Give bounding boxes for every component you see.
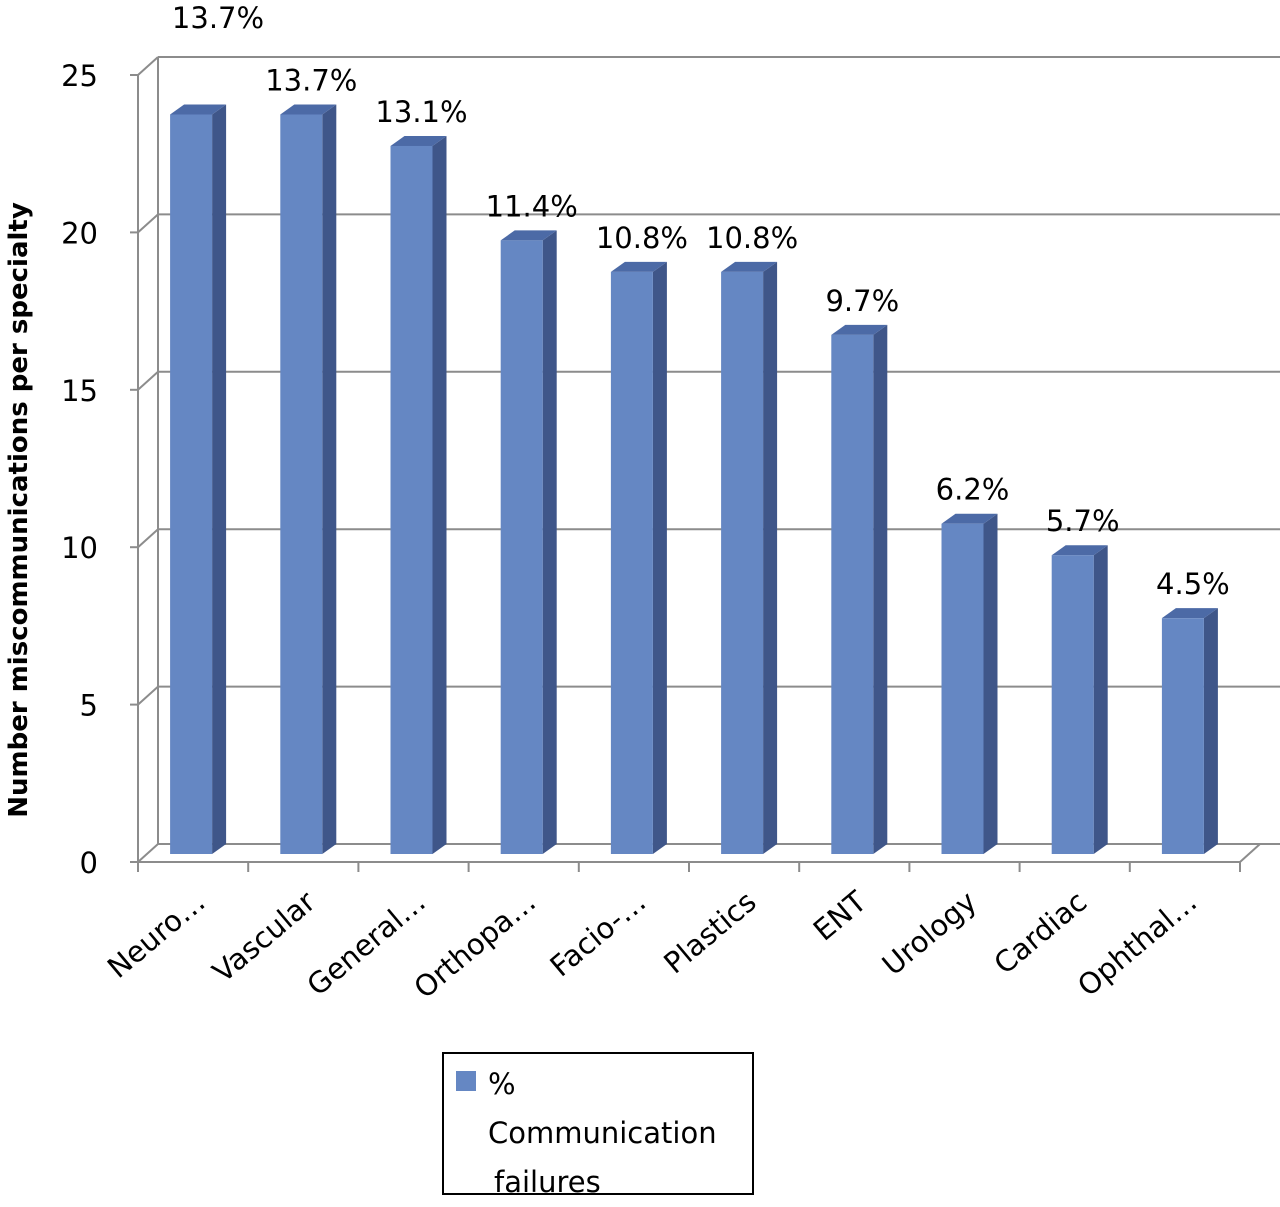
data-label: 10.8% <box>706 221 798 255</box>
bar-side <box>432 135 447 854</box>
data-label: 4.5% <box>1156 567 1230 601</box>
category-label: Facio-… <box>544 884 653 983</box>
y-tick-label: 25 <box>61 59 98 93</box>
bar-side <box>542 230 557 854</box>
y-tick-label: 20 <box>61 216 98 250</box>
data-label: 13.7% <box>172 1 264 35</box>
bar-top <box>280 104 337 115</box>
legend: % Communication failures <box>442 1052 754 1199</box>
bar-front <box>280 114 323 855</box>
bar <box>610 261 667 854</box>
bar-top <box>1051 545 1108 556</box>
grid-connector <box>137 213 159 234</box>
category-label: ENT <box>807 884 873 947</box>
data-label: 11.4% <box>486 189 578 223</box>
bar <box>500 230 557 854</box>
bar-front <box>941 523 984 854</box>
y-axis-label: Number miscommunications per specialty <box>4 202 34 818</box>
bar <box>941 513 998 854</box>
y-tick-label: 5 <box>80 689 98 723</box>
bar-side <box>322 104 337 855</box>
grid-connector <box>137 371 159 391</box>
data-label: 13.1% <box>375 95 467 129</box>
category-label: Plastics <box>657 884 762 980</box>
bar <box>1161 608 1218 854</box>
grid-connector <box>137 56 159 76</box>
data-label: 6.2% <box>936 473 1010 507</box>
bar <box>170 104 227 855</box>
bar-front <box>831 334 874 855</box>
bar <box>280 104 337 855</box>
bar-top <box>610 261 667 272</box>
y-tick-label: 15 <box>61 374 98 408</box>
y-tick-label: 0 <box>80 846 98 880</box>
category-label: Ophthal… <box>1071 884 1203 1003</box>
bar-side <box>1093 545 1108 854</box>
bar-top <box>500 230 557 241</box>
bar-front <box>500 240 543 854</box>
legend-line-1: % <box>488 1067 516 1101</box>
data-label: 9.7% <box>825 284 899 318</box>
data-label: 5.7% <box>1046 504 1120 538</box>
bar-front <box>1161 618 1204 854</box>
bar-front <box>1051 555 1094 854</box>
legend-line-2: Communication <box>488 1116 717 1150</box>
grid-connector <box>137 685 159 706</box>
legend-label: % Communication failures <box>488 1060 750 1207</box>
data-labels: 13.7%13.7% 13.1% 11.4% 10.8% 10.8% 9.7% 6.2% 5.… <box>172 1 1230 601</box>
grid-lines <box>137 56 1280 863</box>
category-label: Urology <box>876 884 983 982</box>
bar <box>1051 545 1108 854</box>
y-tick-labels: 0 5 10 15 20 25 <box>61 59 98 880</box>
data-label: 13.7% <box>265 63 357 97</box>
legend-swatch <box>456 1071 476 1091</box>
data-label: 10.8% <box>596 221 688 255</box>
grid-connector <box>137 843 159 863</box>
bar-front <box>721 271 764 854</box>
bar-side <box>873 324 888 855</box>
bar-side <box>763 261 778 854</box>
bar-side <box>983 513 998 854</box>
bar-front <box>390 145 433 854</box>
bar-top <box>721 261 778 272</box>
bar-side <box>652 261 667 854</box>
bar-top <box>941 513 998 524</box>
bar <box>721 261 778 854</box>
bar-top <box>831 324 888 335</box>
category-label: Neuro… <box>101 884 212 985</box>
bar-chart: 13.7%13.7% 13.1% 11.4% 10.8% 10.8% 9.7% 6.2% 5.… <box>4 1 1280 1005</box>
category-label: Orthopa… <box>407 884 542 1005</box>
bar-top <box>1161 608 1218 619</box>
bar <box>390 135 447 854</box>
bar-side <box>1203 608 1218 854</box>
bar-front <box>610 271 653 854</box>
floor-edge <box>1239 843 1261 863</box>
bar-top <box>390 135 447 146</box>
bar-front <box>170 114 213 855</box>
legend-line-3: failures <box>494 1165 601 1199</box>
grid-connector <box>137 528 159 548</box>
bars <box>170 104 1218 855</box>
axes <box>130 74 1261 872</box>
bar-top <box>170 104 227 115</box>
category-label: Cardiac <box>987 884 1093 981</box>
bar <box>831 324 888 855</box>
bar-side <box>212 104 227 855</box>
y-tick-label: 10 <box>61 531 98 565</box>
